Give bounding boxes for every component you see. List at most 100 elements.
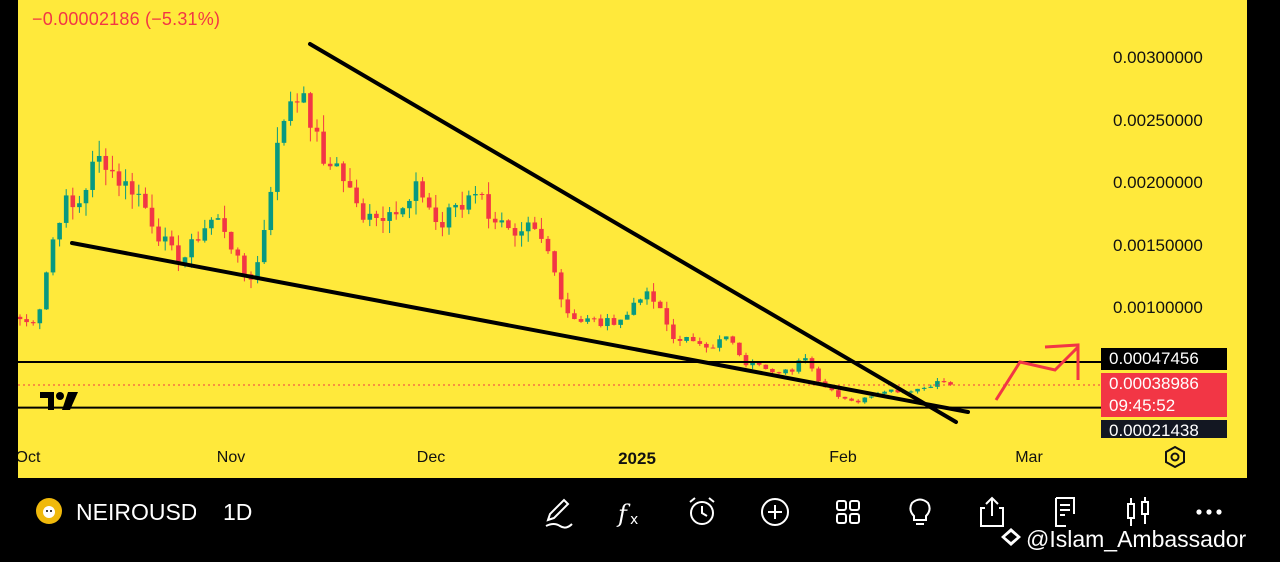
candle-body [895, 389, 901, 393]
candle-body [255, 262, 260, 280]
candle-body [202, 228, 208, 241]
lightbulb-icon[interactable] [902, 494, 938, 530]
candle-body [512, 228, 518, 236]
price-tick: 0.00100000 [1113, 298, 1203, 317]
candle-body [796, 360, 802, 372]
candle-body [327, 163, 333, 167]
candle-body [321, 131, 326, 164]
candle-body [921, 387, 927, 389]
upper-trendline [308, 42, 958, 424]
candle-body [143, 193, 148, 208]
candle-body [195, 239, 201, 241]
projection-arrow [994, 345, 1080, 401]
candle-body [242, 255, 247, 275]
candle-body [565, 299, 571, 314]
candle-body [545, 238, 551, 252]
candle-body [525, 222, 531, 232]
candle-body [479, 194, 485, 196]
symbol-name[interactable]: NEIROUSDT [76, 499, 196, 525]
candle-body [552, 251, 557, 273]
grid-icon[interactable] [830, 494, 866, 530]
candle-body [466, 195, 472, 210]
candle-body [928, 386, 934, 388]
candle-body [268, 191, 274, 231]
candle-body [704, 343, 709, 348]
candle-body [123, 181, 128, 186]
candle-body [103, 155, 109, 170]
candle-body [44, 272, 49, 310]
candle-body [935, 381, 940, 387]
settings-icon[interactable] [1163, 445, 1187, 469]
candle-body [948, 382, 953, 385]
candle-body [585, 318, 590, 322]
more-icon[interactable] [1191, 494, 1227, 530]
time-tick: Oct [18, 449, 41, 466]
candle-body [341, 163, 346, 182]
candle-body [374, 213, 379, 219]
price-tick: 0.00250000 [1113, 111, 1203, 130]
candle-body [684, 336, 689, 341]
candle-body [136, 193, 142, 195]
candle-body [420, 181, 425, 198]
candle-body [770, 368, 775, 373]
candle-body [578, 319, 584, 322]
candle-body [908, 391, 914, 393]
candle-body [657, 301, 663, 309]
candle-body [30, 322, 36, 324]
candle-body [473, 194, 478, 196]
candle-body [671, 324, 676, 340]
candle-body [433, 207, 439, 223]
candle-body [360, 203, 366, 220]
current-price-tag: 0.00038986 [1101, 373, 1227, 395]
svg-text:f: f [616, 500, 631, 528]
candle-body [486, 194, 491, 219]
candle-body [18, 316, 23, 320]
chart-area[interactable]: −0.00002186 (−5.31%) 0.00300000 0.002500… [18, 0, 1247, 478]
candle-body [235, 249, 241, 256]
candle-body [149, 207, 155, 227]
candle-body [440, 222, 445, 228]
alarm-icon[interactable] [684, 494, 720, 530]
symbol-logo-icon[interactable] [36, 498, 62, 524]
time-tick: 2025 [618, 449, 656, 468]
candle-body [228, 231, 234, 250]
candle-body [611, 318, 617, 325]
candle-body [710, 347, 716, 349]
candle-body [222, 218, 227, 232]
candle-body [90, 161, 95, 190]
candlestick-chart[interactable] [18, 0, 1247, 478]
pencil-icon[interactable] [540, 494, 576, 530]
candle-body [407, 200, 412, 209]
candle-body [393, 212, 399, 215]
candle-body [836, 390, 841, 397]
candles-icon[interactable] [1120, 494, 1156, 530]
candle-body [862, 397, 868, 403]
candle-body [539, 228, 544, 239]
interval-selector[interactable]: 1D [223, 499, 253, 525]
candle-body [888, 389, 894, 392]
candle-body [763, 364, 769, 369]
share-icon[interactable] [974, 494, 1010, 530]
candle-body [459, 204, 465, 210]
candle-body [354, 187, 359, 204]
svg-text:x: x [630, 512, 638, 528]
plus-circle-icon[interactable] [757, 494, 793, 530]
price-change-label: −0.00002186 (−5.31%) [32, 9, 221, 29]
candle-body [532, 222, 538, 229]
support-price-tag: 0.00021438 [1101, 420, 1227, 440]
candle-body [380, 218, 386, 221]
resistance-price-tag: 0.00047456 [1101, 348, 1227, 370]
candle-body [849, 398, 854, 401]
notes-icon[interactable] [1048, 494, 1084, 530]
candle-body [275, 142, 280, 192]
candle-body [294, 101, 300, 103]
candle-body [591, 318, 597, 320]
candle-body [70, 195, 76, 208]
candle-body [215, 218, 221, 220]
candle-body [261, 230, 267, 263]
candle-body [308, 93, 313, 128]
watermark-handle: @Islam_Ambassador [1026, 526, 1247, 552]
candle-body [288, 101, 293, 121]
candle-body [129, 181, 135, 195]
fx-icon[interactable]: f x [612, 494, 648, 530]
